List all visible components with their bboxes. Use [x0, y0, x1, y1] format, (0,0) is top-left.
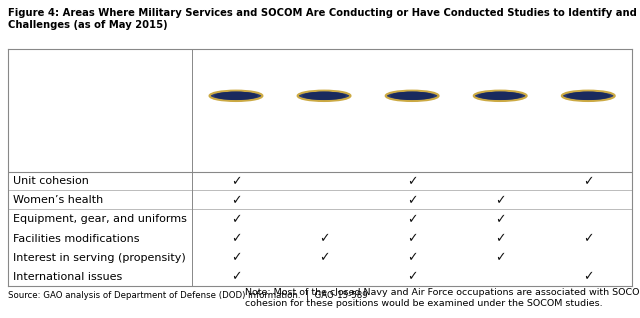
Text: ✓: ✓	[495, 213, 506, 226]
Circle shape	[479, 92, 522, 100]
Text: ✓: ✓	[407, 213, 417, 226]
Text: ✓: ✓	[407, 270, 417, 283]
Circle shape	[209, 91, 262, 101]
Text: ✓: ✓	[231, 194, 241, 207]
Text: ✓: ✓	[231, 232, 241, 245]
Circle shape	[386, 91, 438, 101]
Text: Interest in serving (propensity): Interest in serving (propensity)	[13, 252, 186, 263]
Text: ✓: ✓	[319, 232, 330, 245]
Circle shape	[562, 91, 614, 101]
Text: Equipment, gear, and uniforms: Equipment, gear, and uniforms	[13, 214, 186, 225]
Circle shape	[214, 92, 258, 100]
Text: ✓: ✓	[495, 232, 506, 245]
Text: ✓: ✓	[407, 194, 417, 207]
Text: Air
Force: Air Force	[483, 140, 517, 162]
Text: Issue: Issue	[11, 152, 44, 162]
Text: ✓: ✓	[231, 213, 241, 226]
Text: ✓: ✓	[495, 194, 506, 207]
Text: ✓: ✓	[231, 251, 241, 264]
Text: International issues: International issues	[13, 272, 122, 282]
Text: Army: Army	[220, 152, 252, 162]
Text: Note: Most of the closed Navy and Air Force occupations are associated with SOCO: Note: Most of the closed Navy and Air Fo…	[245, 288, 640, 308]
Text: Marine
Corps: Marine Corps	[390, 140, 434, 162]
Text: ✓: ✓	[407, 232, 417, 245]
Text: Facilities modifications: Facilities modifications	[13, 233, 139, 244]
Text: ✓: ✓	[231, 175, 241, 188]
Circle shape	[474, 91, 527, 101]
Circle shape	[566, 92, 610, 100]
Text: ✓: ✓	[583, 175, 593, 188]
Text: U.S. Special
Operations
Command: U.S. Special Operations Command	[551, 129, 625, 162]
Text: Unit cohesion: Unit cohesion	[13, 176, 88, 186]
Text: ✓: ✓	[231, 270, 241, 283]
Text: Women’s health: Women’s health	[13, 195, 103, 205]
Text: ✓: ✓	[319, 251, 330, 264]
Text: ✓: ✓	[583, 270, 593, 283]
Text: Navy: Navy	[308, 152, 340, 162]
Text: ✓: ✓	[407, 175, 417, 188]
Text: Source: GAO analysis of Department of Defense (DOD) information.  |  GAO-15-589: Source: GAO analysis of Department of De…	[8, 291, 367, 300]
Text: ✓: ✓	[407, 251, 417, 264]
Circle shape	[390, 92, 434, 100]
Circle shape	[298, 91, 351, 101]
Text: Figure 4: Areas Where Military Services and SOCOM Are Conducting or Have Conduct: Figure 4: Areas Where Military Services …	[8, 8, 640, 30]
Text: ✓: ✓	[583, 232, 593, 245]
Circle shape	[302, 92, 346, 100]
Text: ✓: ✓	[495, 251, 506, 264]
